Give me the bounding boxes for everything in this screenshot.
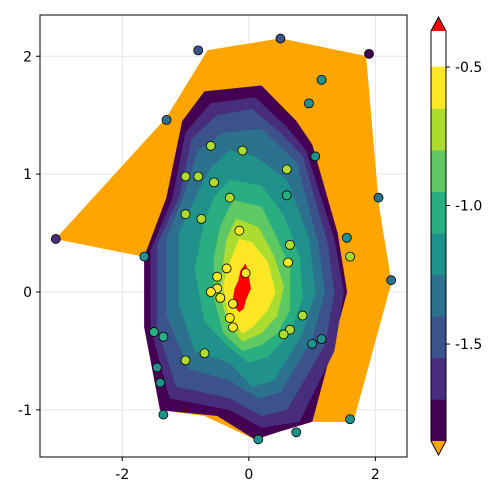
data-point-46	[158, 409, 169, 420]
data-point-45	[155, 377, 166, 388]
data-point-20	[50, 234, 61, 244]
data-point-38	[148, 327, 159, 337]
colorbar-band-4	[430, 232, 447, 276]
data-point-16	[180, 209, 191, 220]
data-point-43	[180, 355, 191, 366]
data-point-4	[304, 98, 314, 109]
scatter-points	[50, 33, 397, 445]
colorbar-band-6	[430, 149, 447, 192]
colorbar-tick-label-1: -1.0	[455, 199, 482, 215]
data-point-17	[196, 214, 207, 224]
data-point-13	[373, 192, 384, 203]
colorbar-tick-label-0: -1.5	[455, 337, 482, 353]
data-point-8	[310, 151, 321, 162]
y-tick-label-1: 0	[23, 285, 32, 301]
data-point-30	[205, 287, 216, 297]
data-point-2	[364, 48, 374, 59]
data-point-10	[193, 171, 204, 182]
data-point-7	[237, 145, 248, 156]
data-point-18	[234, 225, 245, 236]
data-point-9	[180, 171, 191, 182]
data-point-3	[316, 74, 327, 85]
data-point-5	[161, 115, 172, 125]
data-point-27	[212, 271, 223, 282]
x-tick-label-0: -2	[115, 467, 129, 483]
data-point-21	[285, 239, 295, 250]
data-point-39	[158, 331, 169, 342]
data-point-40	[316, 334, 327, 345]
data-point-34	[224, 313, 235, 323]
colorbar-low-clip	[431, 441, 446, 455]
colorbar-band-5	[430, 191, 447, 234]
y-tick-label-0: -1	[18, 403, 32, 419]
colorbar-outline	[430, 15, 447, 457]
colorbar-band-8	[430, 66, 447, 109]
data-point-12	[281, 164, 292, 175]
plot-frame	[39, 14, 408, 458]
colorbar-band-2	[430, 316, 447, 359]
data-point-48	[291, 427, 302, 438]
x-tick-label-1: 0	[244, 467, 253, 483]
data-point-28	[386, 275, 397, 286]
data-point-23	[345, 251, 355, 262]
axis-ticks: -2 0 2 -1 0 1 2	[18, 49, 380, 483]
colorbar-band-3	[430, 274, 447, 317]
data-point-26	[240, 268, 251, 279]
colorbar-band-7	[430, 108, 447, 151]
data-point-47	[345, 414, 355, 425]
x-tick-label-2: 2	[371, 467, 380, 483]
data-point-19	[341, 232, 352, 243]
data-point-15	[281, 190, 292, 201]
colorbar-high-clip	[431, 17, 446, 31]
colorbar-tick-label-2: -0.5	[455, 60, 482, 76]
colorbar-band-1	[430, 357, 447, 400]
data-point-33	[297, 310, 308, 321]
colorbar-band-0	[430, 399, 447, 442]
data-point-1	[275, 33, 286, 44]
data-point-44	[152, 362, 162, 373]
data-point-24	[283, 257, 293, 268]
y-tick-label-2: 1	[23, 167, 32, 183]
y-tick-label-3: 2	[23, 49, 32, 65]
data-point-42	[199, 348, 210, 359]
data-point-6	[205, 140, 216, 151]
data-point-41	[307, 338, 317, 349]
data-point-49	[253, 434, 264, 445]
data-point-22	[139, 251, 150, 262]
data-point-32	[228, 298, 238, 309]
data-point-37	[278, 329, 289, 340]
data-point-25	[221, 263, 232, 274]
colorbar: -1.5 -1.0 -0.5	[430, 15, 482, 457]
data-point-11	[209, 177, 219, 188]
data-point-35	[228, 322, 238, 333]
data-point-0	[193, 45, 204, 56]
data-point-14	[224, 192, 235, 203]
data-point-31	[215, 292, 226, 303]
